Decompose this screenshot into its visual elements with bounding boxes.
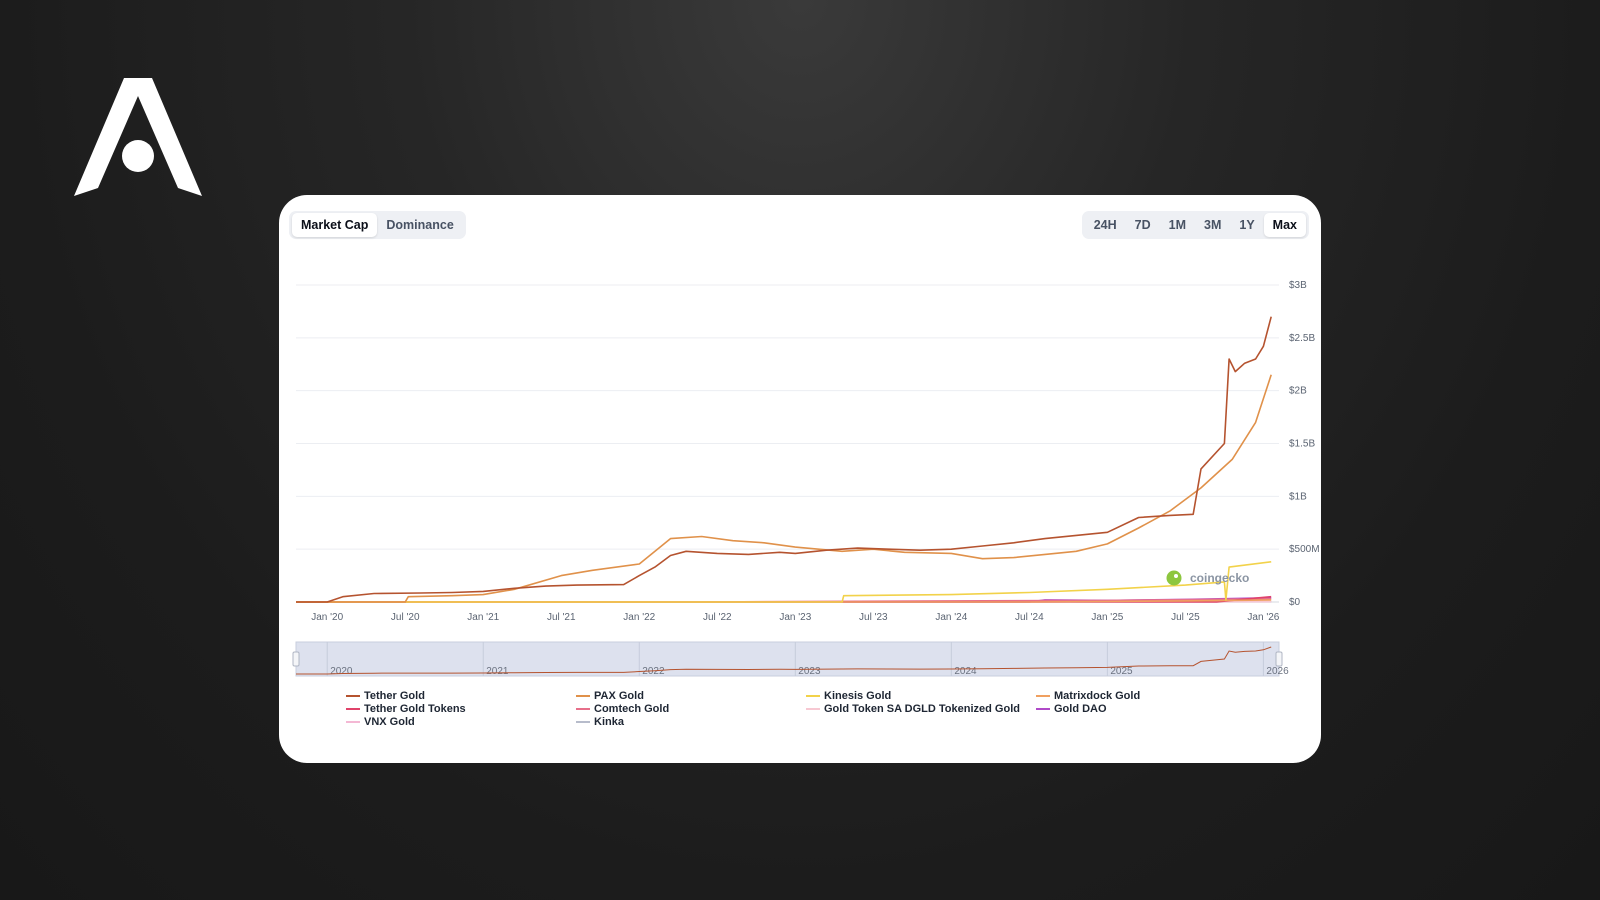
x-tick-label: Jul '22 <box>703 612 732 623</box>
range-toggle: 24H 7D 1M 3M 1Y Max <box>1081 211 1309 239</box>
legend-swatch <box>806 707 820 710</box>
legend-item[interactable]: PAX Gold <box>576 689 644 702</box>
chart-series <box>295 316 1272 603</box>
legend-swatch <box>576 707 590 710</box>
x-tick-label: Jan '25 <box>1091 612 1123 623</box>
y-tick-label: $1B <box>1289 491 1307 502</box>
market-cap-chart[interactable]: $0 $500M $1B $1.5B $2B $2.5B $3B Jan '20 Jul '2… <box>279 195 1321 763</box>
navigator-selection[interactable] <box>295 641 1280 677</box>
legend-swatch <box>576 694 590 697</box>
y-tick-label: $2B <box>1289 386 1307 397</box>
x-tick-label: Jul '20 <box>391 612 420 623</box>
legend-label: Kinesis Gold <box>824 689 892 702</box>
legend-label: Gold Token SA DGLD Tokenized Gold <box>824 702 1020 715</box>
range-24h-button[interactable]: 24H <box>1085 213 1126 237</box>
legend-item[interactable]: Matrixdock Gold <box>1036 689 1140 702</box>
navigator-label: 2020 <box>330 666 353 677</box>
x-tick-label: Jan '22 <box>623 612 655 623</box>
gecko-icon <box>1166 570 1182 586</box>
legend-item[interactable]: VNX Gold <box>346 715 415 728</box>
series-line[interactable] <box>296 561 1272 603</box>
legend-item[interactable]: Gold DAO <box>1036 702 1107 715</box>
x-tick-label: Jan '26 <box>1247 612 1279 623</box>
range-3m-button[interactable]: 3M <box>1195 213 1230 237</box>
legend-swatch <box>346 707 360 710</box>
range-7d-button[interactable]: 7D <box>1126 213 1160 237</box>
legend-item[interactable]: Comtech Gold <box>576 702 669 715</box>
x-tick-label: Jul '25 <box>1171 612 1200 623</box>
watermark-text: coingecko <box>1190 571 1249 585</box>
legend-swatch <box>576 720 590 723</box>
series-line[interactable] <box>296 374 1272 603</box>
y-tick-label: $500M <box>1289 544 1320 555</box>
logo-icon <box>74 78 202 196</box>
legend-label: Comtech Gold <box>594 702 670 715</box>
range-max-button[interactable]: Max <box>1263 213 1306 237</box>
range-1m-button[interactable]: 1M <box>1160 213 1195 237</box>
legend-label: Tether Gold <box>364 689 425 702</box>
tab-market-cap[interactable]: Market Cap <box>292 213 378 237</box>
navigator-label: 2026 <box>1266 666 1289 677</box>
legend-item[interactable]: Tether Gold Tokens <box>346 702 466 715</box>
navigator-handle-right[interactable] <box>1275 651 1283 667</box>
y-tick-label: $0 <box>1289 597 1301 608</box>
y-tick-label: $1.5B <box>1289 439 1315 450</box>
metric-toggle: Market Cap Dominance <box>289 211 466 239</box>
legend-swatch <box>1036 694 1050 697</box>
chart-card: Market Cap Dominance 24H 7D 1M 3M 1Y Max… <box>279 195 1321 763</box>
x-tick-label: Jan '24 <box>935 612 967 623</box>
series-line[interactable] <box>296 316 1272 603</box>
x-tick-label: Jan '23 <box>779 612 811 623</box>
legend-item[interactable]: Gold Token SA DGLD Tokenized Gold <box>806 702 1020 715</box>
navigator-handle-left[interactable] <box>292 651 300 667</box>
y-tick-label: $3B <box>1289 280 1307 291</box>
legend-label: Matrixdock Gold <box>1054 689 1141 702</box>
legend-swatch <box>1036 707 1050 710</box>
legend-item[interactable]: Kinesis Gold <box>806 689 891 702</box>
legend-label: Tether Gold Tokens <box>364 702 466 715</box>
range-navigator[interactable]: 2020 2021 2022 2023 2024 2025 2026 <box>292 641 1289 677</box>
x-tick-label: Jan '21 <box>467 612 499 623</box>
tab-dominance[interactable]: Dominance <box>377 213 462 237</box>
legend-label: Gold DAO <box>1054 702 1107 715</box>
navigator-label: 2021 <box>486 666 509 677</box>
navigator-label: 2024 <box>954 666 977 677</box>
legend-item[interactable]: Tether Gold <box>346 689 425 702</box>
legend-swatch <box>346 694 360 697</box>
x-tick-label: Jan '20 <box>311 612 343 623</box>
navigator-label: 2023 <box>798 666 821 677</box>
legend-swatch <box>346 720 360 723</box>
x-tick-label: Jul '24 <box>1015 612 1044 623</box>
x-tick-label: Jul '21 <box>547 612 576 623</box>
y-axis: $0 $500M $1B $1.5B $2B $2.5B $3B <box>1289 280 1320 608</box>
chart-grid <box>296 284 1279 603</box>
legend-label: VNX Gold <box>364 715 415 728</box>
legend-item[interactable]: Kinka <box>576 715 624 728</box>
y-tick-label: $2.5B <box>1289 333 1315 344</box>
navigator-series-line <box>296 646 1272 675</box>
watermark: coingecko <box>1166 570 1249 586</box>
legend-swatch <box>806 694 820 697</box>
navigator-label: 2022 <box>642 666 665 677</box>
x-axis: Jan '20 Jul '20 Jan '21 Jul '21 Jan '22 Jul '… <box>311 612 1280 623</box>
range-1y-button[interactable]: 1Y <box>1230 213 1263 237</box>
legend-label: Kinka <box>594 715 624 728</box>
x-tick-label: Jul '23 <box>859 612 888 623</box>
legend-label: PAX Gold <box>594 689 644 702</box>
navigator-label: 2025 <box>1110 666 1133 677</box>
